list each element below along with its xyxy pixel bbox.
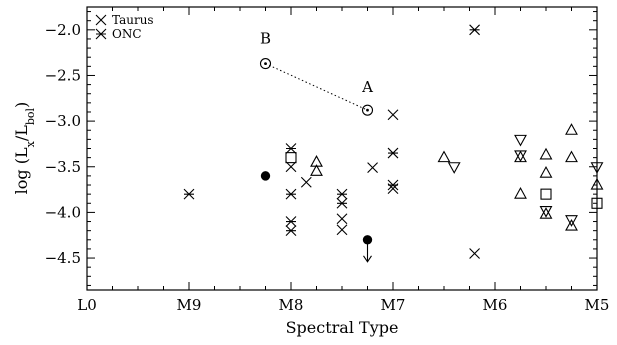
triangle-up-point [565,150,578,163]
circle-dot-point [259,58,272,70]
asterisk-point [183,188,195,200]
y-axis-label-main: log (L [12,147,31,194]
triangle-up-point [565,123,578,135]
triangle-up-point [514,187,527,199]
y-axis-label-sub1: x [24,140,37,147]
y-tick-label: −2.5 [45,66,81,84]
y-axis-label: log (Lx/Lbol) [12,102,37,195]
x-point [336,224,348,236]
legend-marker-asterisk [95,28,107,40]
data-marks [183,24,604,263]
y-tick-label: −3.0 [45,112,81,130]
triangle-down-point [447,162,461,174]
legend-label: ONC [112,27,142,41]
x-tick-label: M8 [279,296,304,314]
x-tick-label: M7 [381,296,406,314]
x-point [387,109,399,121]
asterisk-point [387,179,399,191]
x-axis: L0 M9 M8 M7 M6 M5 [77,7,609,314]
triangle-up-point [437,150,451,163]
asterisk-point [285,225,297,237]
x-tick-label: M5 [585,296,610,314]
triangle-down-point [590,162,604,174]
square-point [540,188,552,200]
triangle-up-point [590,177,604,190]
x-point [300,176,312,188]
asterisk-point [285,188,297,200]
asterisk-point [336,197,348,209]
legend-label: Taurus [112,13,154,27]
triangle-up-point [539,147,553,160]
dotted-connector [265,63,368,111]
annotation-label: B [260,30,271,48]
x-point [285,161,297,173]
asterisk-point [469,24,480,36]
x-tick-label: M9 [177,296,202,314]
triangle-down-point [539,206,553,218]
y-axis-label-end: ) [12,102,31,108]
y-axis-label-mid: /L [12,125,31,141]
annotation-label: A [361,78,373,96]
x-point [367,162,378,174]
triangle-up-point [539,207,553,219]
x-point [336,213,348,225]
circle-dot-point [361,104,374,116]
x-point [469,248,480,259]
y-axis-label-sub2: bol [24,107,37,125]
asterisk-point [336,188,348,200]
plot-frame [86,6,598,291]
y-tick-label: −2.0 [45,21,81,39]
x-tick-label: M6 [483,296,508,314]
x-tick-label: L0 [77,296,97,314]
square-point [285,152,297,164]
triangle-down-point [514,150,527,163]
triangle-up-point [310,164,323,176]
square-point [591,197,603,209]
asterisk-point [285,143,297,154]
y-tick-label: −4.5 [45,249,81,267]
filled-circle-point [260,171,271,181]
triangle-up-point [565,218,578,231]
triangle-down-point [514,134,527,147]
y-tick-label: −4.0 [45,203,81,221]
asterisk-point [387,147,399,159]
dotted-connector-layer [265,63,368,111]
y-tick-label: −3.5 [45,158,81,176]
triangle-down-point [565,215,578,227]
triangle-up-point [539,166,553,178]
x-axis-label: Spectral Type [286,318,399,337]
asterisk-point [285,216,297,227]
legend-marker-x [95,14,107,26]
filled-circle-upper-limit-point [362,235,373,263]
annotations: BA [260,30,373,96]
y-axis: −2.0 −2.5 −3.0 −3.5 −4.0 −4.5 [45,11,597,286]
